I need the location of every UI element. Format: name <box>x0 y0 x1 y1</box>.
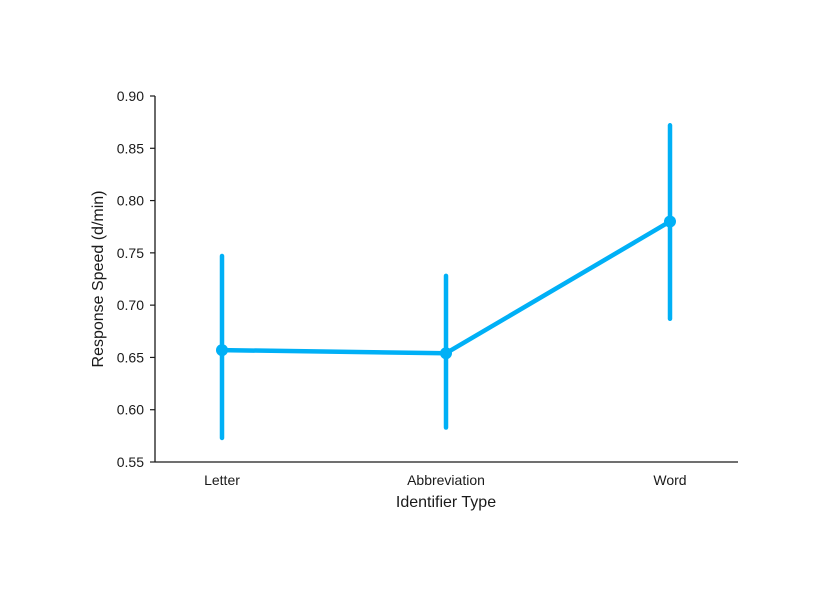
y-tick-label: 0.70 <box>117 297 144 313</box>
error-bars <box>219 123 673 441</box>
y-axis-label: Response Speed (d/min) <box>90 191 107 368</box>
data-point <box>664 215 676 228</box>
x-tick-label: Letter <box>204 472 240 488</box>
y-tick-label: 0.60 <box>117 402 144 418</box>
data-point <box>216 344 228 357</box>
x-tick-label: Abbreviation <box>407 472 485 488</box>
y-tick-label: 0.65 <box>117 349 144 365</box>
data-point <box>440 347 452 360</box>
y-tick-label: 0.85 <box>117 140 144 156</box>
y-tick-label: 0.90 <box>117 88 144 104</box>
y-tick-label: 0.80 <box>117 193 144 209</box>
y-tick-label: 0.55 <box>117 454 144 470</box>
x-tick-label: Word <box>653 472 686 488</box>
x-tick-labels: Letter Abbreviation Word <box>204 472 687 488</box>
y-tick-label: 0.75 <box>117 245 144 261</box>
x-axis-label: Identifier Type <box>396 494 496 511</box>
y-tick-labels: 0.55 0.60 0.65 0.70 0.75 0.80 0.85 0.90 <box>117 88 155 470</box>
data-points <box>216 215 676 360</box>
